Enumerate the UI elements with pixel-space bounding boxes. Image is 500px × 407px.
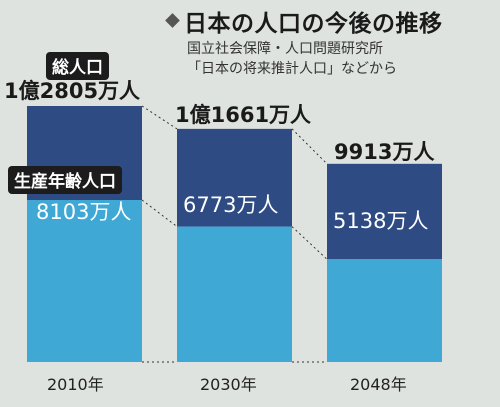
connector-working-1 [291,226,328,260]
working-value-label: 6773万人 [183,193,279,217]
connector-total-1 [291,128,328,165]
bar-total-1 [177,128,292,227]
working-legend-label: 生産年齢人口 [8,166,122,194]
x-tick-label: 2048年 [350,375,407,394]
total-value-label: 1億1661万人 [175,103,312,127]
bar-working-0 [27,200,142,362]
working-value-label: 8103万人 [36,200,132,224]
total-legend-label: 総人口 [46,52,109,80]
bar-total-2 [327,163,442,260]
total-value-label: 1億2805万人 [4,79,141,103]
total-value-label: 9913万人 [334,140,435,164]
source-line-1: 国立社会保障・人口問題研究所 [187,41,383,57]
x-tick-label: 2010年 [47,375,104,394]
connector-total-0 [141,105,178,130]
connector-working-0 [141,199,178,227]
source-line-2: 「日本の将来推計人口」などから [187,61,397,77]
bar-working-2 [327,259,442,362]
x-tick-label: 2030年 [200,375,257,394]
chart-title: 日本の人口の今後の推移 [184,11,443,37]
working-value-label: 5138万人 [333,209,429,233]
bar-working-1 [177,226,292,362]
